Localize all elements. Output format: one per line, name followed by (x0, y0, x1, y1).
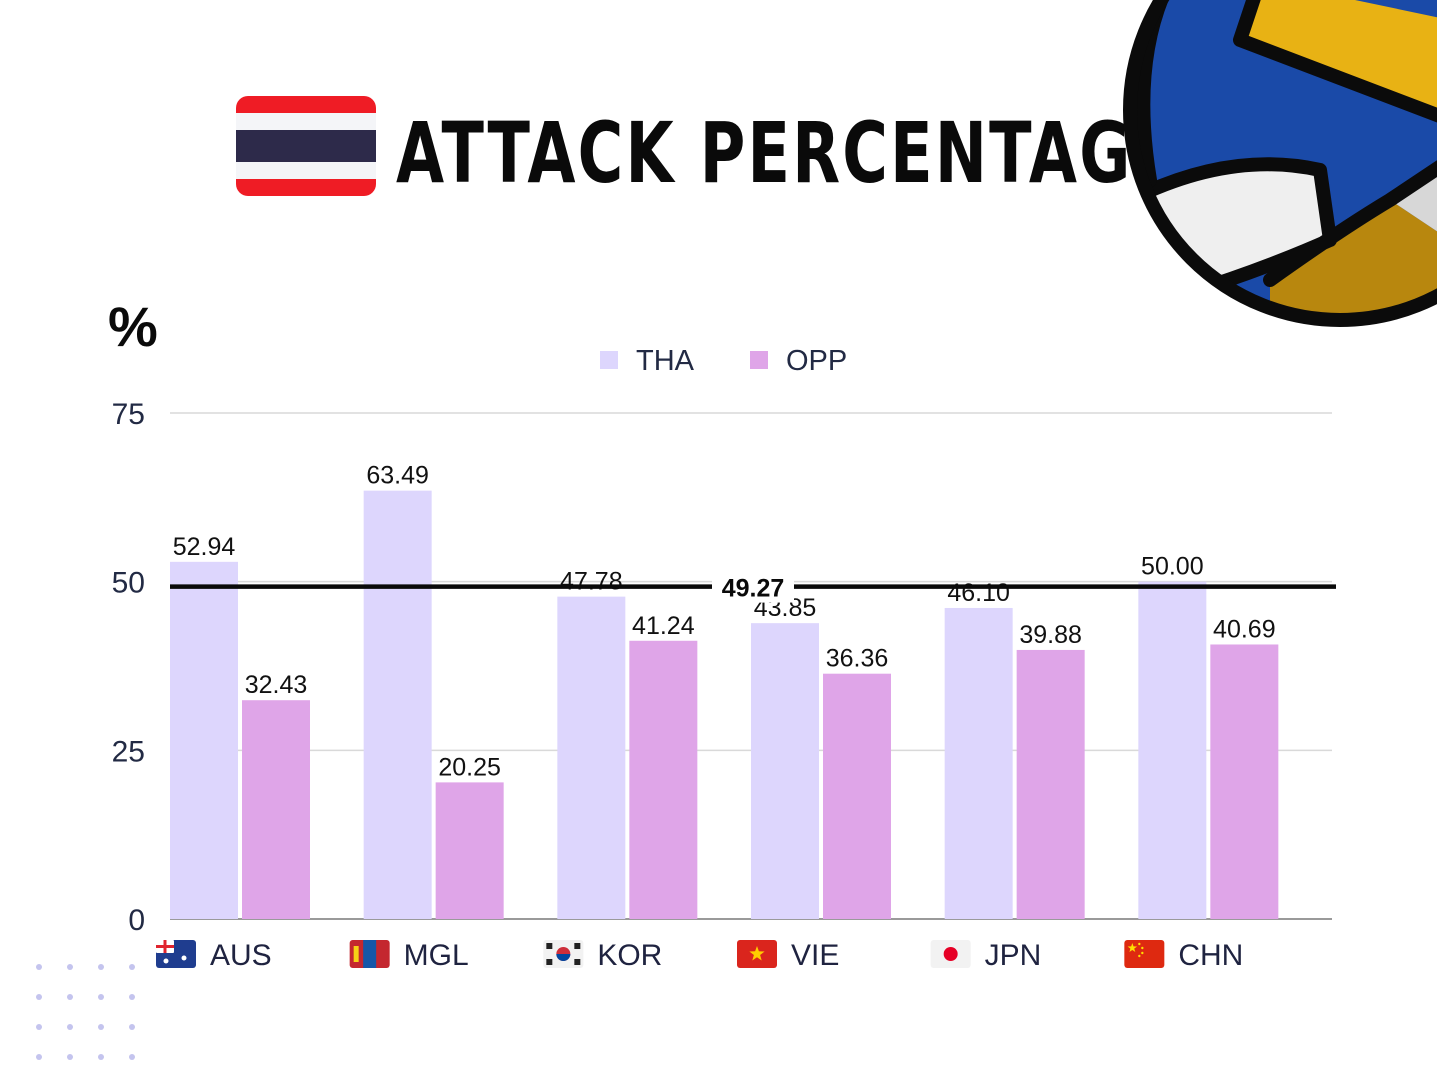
decorative-dot (129, 1054, 135, 1060)
x-tick-label: JPN (985, 939, 1042, 972)
flag-stripe (236, 130, 376, 162)
decorative-dot (36, 994, 42, 1000)
bar-tha (363, 490, 432, 919)
decorative-dot (129, 964, 135, 970)
data-label: 41.24 (632, 612, 695, 640)
flag-trigram (546, 959, 553, 965)
decorative-dot (36, 964, 42, 970)
decorative-dot (67, 994, 73, 1000)
decorative-dot (98, 964, 104, 970)
bar-opp (242, 700, 310, 919)
decorative-dot (129, 1024, 135, 1030)
flag-star (749, 946, 765, 961)
data-label: 50.00 (1141, 553, 1204, 581)
flag-star (1141, 951, 1144, 955)
bar-tha (1138, 581, 1207, 919)
flag-stripe (236, 96, 376, 113)
flag-bg (1124, 940, 1165, 968)
data-label: 40.69 (1213, 615, 1276, 643)
average-label: 49.27 (722, 575, 785, 603)
y-tick-label: 50 (112, 567, 145, 600)
x-tick-label: AUS (210, 939, 272, 972)
bar-opp (629, 640, 698, 919)
data-label: 39.88 (1019, 621, 1082, 649)
flag-stripe (236, 162, 376, 179)
decorative-dot-grid (36, 964, 146, 1074)
bar-tha (751, 623, 819, 919)
decorative-dot (67, 964, 73, 970)
data-label: 52.94 (173, 533, 236, 561)
flag-emblem (353, 946, 359, 962)
data-label: 20.25 (438, 753, 501, 781)
y-tick-label: 25 (112, 735, 145, 768)
flag-taegeuk (556, 954, 571, 962)
decorative-dot (98, 1024, 104, 1030)
data-label: 32.43 (245, 671, 308, 699)
bar-opp (823, 673, 891, 919)
legend-swatch (600, 351, 618, 369)
x-tick-label: KOR (597, 939, 662, 972)
thailand-flag-icon (236, 96, 376, 196)
flag-trigram (546, 943, 553, 949)
flag-star (1138, 942, 1141, 946)
flag-star (1127, 943, 1138, 952)
x-tick-label: CHN (1178, 939, 1243, 972)
x-tick-label: VIE (791, 939, 839, 972)
flag-star (1138, 954, 1141, 958)
flag-star (1141, 946, 1144, 950)
bar-opp (435, 782, 504, 919)
y-tick-label: 75 (112, 398, 145, 431)
decorative-dot (129, 994, 135, 1000)
decorative-dot (67, 1024, 73, 1030)
volleyball-icon (1123, 0, 1437, 327)
x-tick-label: MGL (404, 939, 469, 972)
bar-tha (170, 561, 238, 919)
data-label: 46.10 (947, 579, 1010, 607)
decorative-dot (67, 1054, 73, 1060)
decorative-dot (98, 994, 104, 1000)
legend-label: THA (636, 345, 695, 377)
bar-tha (944, 607, 1013, 919)
bar-opp (1210, 644, 1279, 919)
legend-swatch (750, 351, 768, 369)
flag-trigram (574, 959, 581, 965)
data-label: 63.49 (366, 462, 429, 490)
decorative-dot (36, 1054, 42, 1060)
flag-star (163, 958, 169, 964)
data-label: 36.36 (826, 645, 889, 673)
decorative-dot (98, 1054, 104, 1060)
decorative-dot (36, 1024, 42, 1030)
flag-stripe (236, 113, 376, 130)
average-label-bg (712, 568, 794, 603)
page-title: ATTACK PERCENTAGE (396, 104, 1178, 202)
bar-opp (1016, 649, 1085, 919)
bar-tha (557, 596, 626, 919)
flag-trigram (574, 943, 581, 949)
legend-label: OPP (786, 345, 847, 377)
flag-sun (943, 947, 958, 961)
y-tick-label: 0 (128, 904, 145, 937)
flag-stripe (236, 179, 376, 196)
flag-star (181, 955, 187, 961)
y-axis-label: % (108, 295, 158, 358)
flag-band (363, 940, 377, 968)
data-label: 47.78 (560, 568, 623, 596)
